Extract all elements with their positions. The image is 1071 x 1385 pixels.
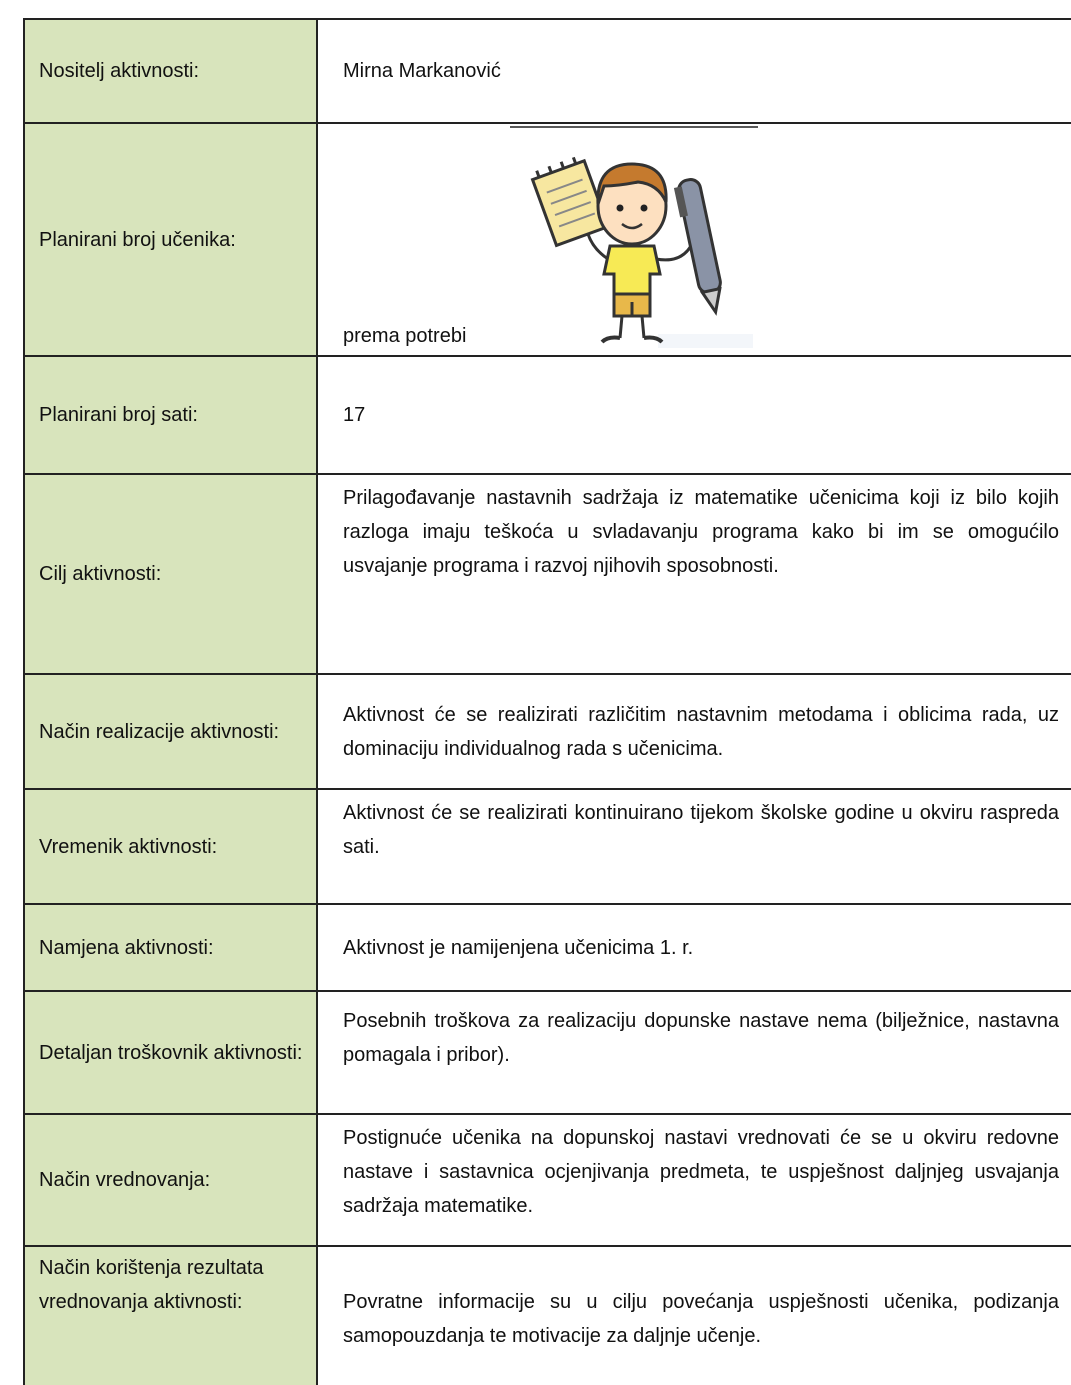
row-label: Nositelj aktivnosti: [23, 18, 318, 124]
table-row: Detaljan troškovnik aktivnosti: Posebnih… [23, 990, 1071, 1115]
row-value: Prilagođavanje nastavnih sadržaja iz mat… [316, 473, 1071, 675]
activity-table: Nositelj aktivnosti: Mirna Markanović Pl… [23, 18, 1071, 1385]
row-value: Aktivnost će se realizirati kontinuirano… [316, 788, 1071, 905]
row-value: prema potrebi [343, 325, 467, 347]
table-row: Način realizacije aktivnosti: Aktivnost … [23, 673, 1071, 790]
row-label: Detaljan troškovnik aktivnosti: [23, 990, 318, 1115]
row-value: Povratne informacije su u cilju povećanj… [316, 1245, 1071, 1385]
row-value-cell: prema potrebi [316, 122, 1071, 357]
row-value: Postignuće učenika na dopunskoj nastavi … [316, 1113, 1071, 1247]
row-label: Način realizacije aktivnosti: [23, 673, 318, 790]
table-row: Cilj aktivnosti: Prilagođavanje nastavni… [23, 473, 1071, 675]
row-label: Planirani broj učenika: [23, 122, 318, 357]
row-label: Planirani broj sati: [23, 355, 318, 475]
table-row: Način vrednovanja: Postignuće učenika na… [23, 1113, 1071, 1247]
row-label: Način vrednovanja: [23, 1113, 318, 1247]
row-label: Namjena aktivnosti: [23, 903, 318, 992]
row-value: Posebnih troškova za realizaciju dopunsk… [316, 990, 1071, 1115]
boy-illustration [510, 126, 758, 348]
table-row: Način korištenja rezultata vrednovanja a… [23, 1245, 1071, 1385]
row-value: 17 [316, 355, 1071, 475]
row-label: Cilj aktivnosti: [23, 473, 318, 675]
table-row: Namjena aktivnosti: Aktivnost je namijen… [23, 903, 1071, 992]
row-label: Vremenik aktivnosti: [23, 788, 318, 905]
row-value: Aktivnost će se realizirati različitim n… [316, 673, 1071, 790]
row-value: Aktivnost je namijenjena učenicima 1. r. [316, 903, 1071, 992]
row-value: Mirna Markanović [316, 18, 1071, 124]
table-row: Nositelj aktivnosti: Mirna Markanović [23, 18, 1071, 124]
table-row: Planirani broj učenika: [23, 122, 1071, 357]
row-label: Način korištenja rezultata vrednovanja a… [23, 1245, 318, 1385]
table-row: Planirani broj sati: 17 [23, 355, 1071, 475]
table-row: Vremenik aktivnosti: Aktivnost će se rea… [23, 788, 1071, 905]
